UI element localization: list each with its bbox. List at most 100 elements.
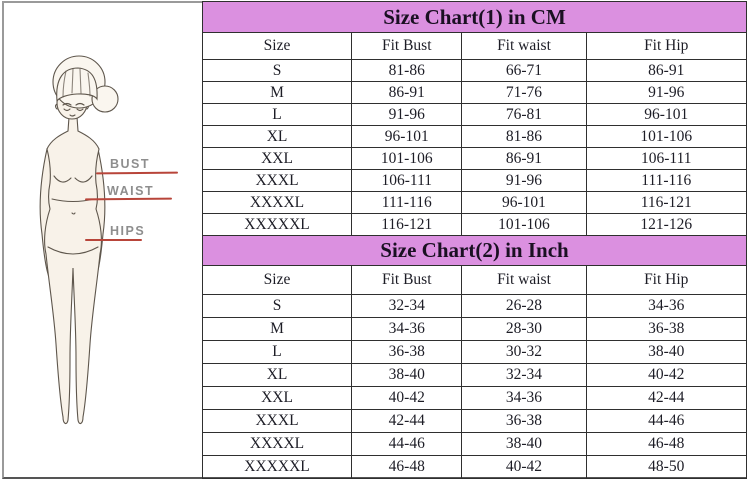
measurement-cell: 34-36 (585, 294, 747, 318)
measurement-cell: 121-126 (585, 213, 747, 236)
measurement-cell: 30-32 (461, 340, 587, 364)
size-label-cell: XXXL (201, 409, 353, 433)
measurement-cell: 106-111 (351, 169, 463, 192)
measurement-cell: 36-38 (351, 340, 463, 364)
size-chart-cm-section: Size Chart(1) in CM Size Fit Bust Fit wais… (201, 1, 747, 236)
header-row: Size Fit Bust Fit waist Fit Hip (201, 32, 747, 60)
hips-label: HIPS (110, 224, 146, 238)
measurement-cell: 76-81 (461, 103, 587, 126)
measurement-cell: 96-101 (461, 191, 587, 214)
measurement-cell: 91-96 (461, 169, 587, 192)
table-row: M 86-91 71-76 91-96 (201, 81, 747, 104)
size-label-cell: XXXXXL (201, 455, 353, 479)
measurement-cell: 46-48 (351, 455, 463, 479)
measurement-cell: 101-106 (461, 213, 587, 236)
measurement-cell: 81-86 (461, 125, 587, 148)
measurement-cell: 111-116 (351, 191, 463, 214)
measurement-cell: 34-36 (351, 317, 463, 341)
measurement-cell: 111-116 (585, 169, 747, 192)
measurement-cell: 40-42 (461, 455, 587, 479)
size-label-cell: S (201, 59, 353, 82)
measurement-cell: 40-42 (585, 363, 747, 387)
column-header: Fit waist (461, 32, 587, 60)
measurement-cell: 81-86 (351, 59, 463, 82)
measurement-cell: 44-46 (351, 432, 463, 456)
measurement-cell: 106-111 (585, 147, 747, 170)
size-tables-panel: Size Chart(1) in CM Size Fit Bust Fit wais… (201, 1, 747, 479)
measurement-cell: 86-91 (461, 147, 587, 170)
table-row: XL 38-40 32-34 40-42 (201, 363, 747, 387)
size-label-cell: XXXXL (201, 432, 353, 456)
size-label-cell: XXXXL (201, 191, 353, 214)
table-row: XXXL 42-44 36-38 44-46 (201, 409, 747, 433)
table-row: XL 96-101 81-86 101-106 (201, 125, 747, 148)
measurement-cell: 101-106 (351, 147, 463, 170)
size-label-cell: XL (201, 125, 353, 148)
size-chart-inch-table: Size Fit Bust Fit waist Fit Hip S 32-34 26-28… (201, 265, 747, 479)
size-label-cell: M (201, 317, 353, 341)
measurement-cell: 42-44 (585, 386, 747, 410)
size-chart-inch-title: Size Chart(2) in Inch (202, 235, 747, 266)
size-label-cell: M (201, 81, 353, 104)
size-chart-cm-table: Size Fit Bust Fit waist Fit Hip S 81-86 66-71… (201, 32, 747, 236)
measurement-cell: 86-91 (585, 59, 747, 82)
measurement-cell: 38-40 (461, 432, 587, 456)
table-row: S 32-34 26-28 34-36 (201, 294, 747, 318)
measurement-cell: 34-36 (461, 386, 587, 410)
measurement-cell: 32-34 (351, 294, 463, 318)
column-header: Size (201, 32, 353, 60)
table-row: XXXXXL 116-121 101-106 121-126 (201, 213, 747, 236)
size-label-cell: XXXL (201, 169, 353, 192)
waist-label: WAIST (107, 184, 155, 198)
measurement-cell: 71-76 (461, 81, 587, 104)
column-header: Fit waist (461, 265, 587, 295)
measurement-cell: 91-96 (351, 103, 463, 126)
column-header: Fit Hip (585, 265, 747, 295)
column-header: Fit Bust (351, 265, 463, 295)
measurement-cell: 36-38 (461, 409, 587, 433)
size-label-cell: XXL (201, 386, 353, 410)
column-header: Fit Hip (585, 32, 747, 60)
table-row: XXXXL 111-116 96-101 116-121 (201, 191, 747, 214)
table-row: XXXL 106-111 91-96 111-116 (201, 169, 747, 192)
measurement-cell: 116-121 (351, 213, 463, 236)
hips-measure-line (85, 239, 142, 241)
table-row: S 81-86 66-71 86-91 (201, 59, 747, 82)
female-figure-sketch (39, 55, 119, 425)
measurement-cell: 28-30 (461, 317, 587, 341)
measurement-cell: 96-101 (351, 125, 463, 148)
size-label-cell: L (201, 340, 353, 364)
size-label-cell: XXXXXL (201, 213, 353, 236)
measurement-cell: 86-91 (351, 81, 463, 104)
table-row: L 91-96 76-81 96-101 (201, 103, 747, 126)
measurement-cell: 46-48 (585, 432, 747, 456)
measurement-cell: 26-28 (461, 294, 587, 318)
measurement-figure-panel: BUST WAIST HIPS (0, 0, 203, 484)
measurement-cell: 66-71 (461, 59, 587, 82)
table-row: XXXXXL 46-48 40-42 48-50 (201, 455, 747, 479)
measurement-cell: 91-96 (585, 81, 747, 104)
measurement-cell: 96-101 (585, 103, 747, 126)
size-label-cell: XXL (201, 147, 353, 170)
table-row: XXL 101-106 86-91 106-111 (201, 147, 747, 170)
size-chart-cm-title: Size Chart(1) in CM (202, 1, 747, 33)
table-row: L 36-38 30-32 38-40 (201, 340, 747, 364)
table-row: XXXXL 44-46 38-40 46-48 (201, 432, 747, 456)
measurement-cell: 101-106 (585, 125, 747, 148)
table-row: XXL 40-42 34-36 42-44 (201, 386, 747, 410)
measurement-cell: 116-121 (585, 191, 747, 214)
measurement-cell: 32-34 (461, 363, 587, 387)
column-header: Size (201, 265, 353, 295)
size-label-cell: L (201, 103, 353, 126)
measurement-cell: 40-42 (351, 386, 463, 410)
bust-label: BUST (110, 157, 151, 171)
measurement-cell: 42-44 (351, 409, 463, 433)
measurement-cell: 38-40 (351, 363, 463, 387)
measurement-cell: 38-40 (585, 340, 747, 364)
size-chart-inch-section: Size Chart(2) in Inch Size Fit Bust Fit wa… (201, 235, 747, 479)
header-row: Size Fit Bust Fit waist Fit Hip (201, 265, 747, 295)
measurement-cell: 44-46 (585, 409, 747, 433)
size-label-cell: S (201, 294, 353, 318)
measurement-cell: 48-50 (585, 455, 747, 479)
